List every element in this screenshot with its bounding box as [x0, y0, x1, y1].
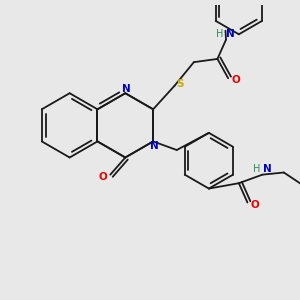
Text: O: O [98, 172, 107, 182]
Text: O: O [250, 200, 259, 210]
Text: O: O [231, 75, 240, 85]
Text: N: N [263, 164, 272, 174]
Text: N: N [226, 29, 235, 39]
Text: S: S [176, 79, 184, 88]
Text: H: H [254, 164, 261, 174]
Text: N: N [150, 141, 159, 151]
Text: H: H [216, 29, 223, 39]
Text: N: N [122, 84, 131, 94]
